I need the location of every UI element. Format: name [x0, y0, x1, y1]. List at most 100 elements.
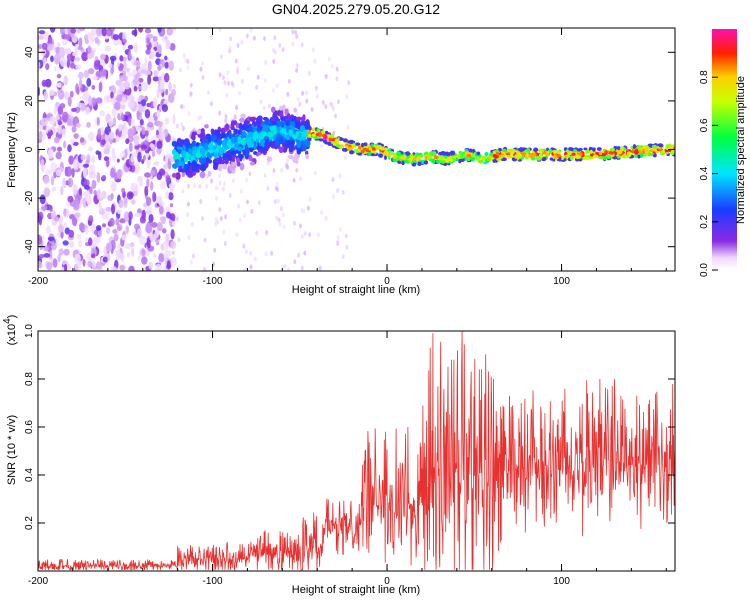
noise-blob [134, 42, 138, 54]
ridge-blob [451, 150, 455, 156]
signal-blob [300, 124, 306, 133]
colorbar-tick-label: 0.0 [699, 263, 710, 277]
noise-blob [347, 80, 351, 86]
ridge-blob [511, 157, 516, 161]
noise-blob [133, 162, 141, 174]
signal-blob [275, 136, 280, 143]
noise-blob [124, 243, 132, 250]
noise-blob [218, 207, 222, 213]
noise-blob [57, 124, 63, 135]
noise-blob [86, 195, 92, 207]
ridge-blob [524, 153, 530, 158]
ridge-blob [476, 151, 481, 156]
signal-blob [288, 129, 293, 135]
noise-blob [102, 256, 108, 263]
noise-blob [108, 217, 115, 227]
ridge-blob [492, 159, 496, 163]
noise-blob [127, 128, 135, 138]
noise-blob [131, 246, 135, 257]
ridge-blob [412, 157, 416, 161]
noise-blob [50, 162, 58, 173]
noise-blob [113, 233, 119, 242]
ridge-blob [670, 150, 675, 156]
noise-blob [318, 265, 322, 271]
signal-blob [171, 172, 177, 178]
signal-blob [230, 150, 236, 156]
signal-blob [276, 125, 281, 134]
ridge-blob [538, 148, 542, 153]
noise-blob [137, 151, 142, 163]
noise-blob [276, 198, 280, 204]
noise-blob [156, 222, 163, 232]
noise-blob [346, 124, 350, 130]
noise-blob [259, 99, 263, 105]
spectrogram-marks [38, 28, 675, 271]
signal-blob [203, 142, 209, 151]
noise-blob [43, 187, 51, 198]
noise-blob [272, 168, 276, 174]
noise-blob [125, 138, 130, 145]
noise-blob [282, 224, 286, 230]
noise-blob [87, 68, 95, 75]
noise-blob [192, 183, 196, 189]
noise-blob [181, 188, 185, 194]
noise-blob [215, 196, 219, 202]
ridge-blob [643, 153, 647, 157]
signal-blob [173, 153, 179, 160]
noise-blob [266, 185, 270, 191]
signal-blob [207, 170, 212, 177]
noise-blob [99, 68, 107, 77]
noise-blob [98, 193, 104, 199]
noise-blob [152, 191, 156, 203]
noise-blob [76, 233, 82, 240]
noise-blob [166, 211, 171, 219]
noise-blob [199, 114, 203, 120]
noise-blob [38, 138, 43, 143]
noise-blob [48, 89, 55, 96]
signal-blob [221, 139, 228, 147]
noise-blob [300, 265, 304, 271]
noise-blob [67, 96, 72, 107]
noise-blob [41, 235, 45, 240]
signal-blob [214, 162, 219, 169]
signal-blob [305, 153, 309, 160]
noise-blob [335, 76, 339, 82]
noise-blob [213, 247, 217, 253]
signal-blob [199, 156, 203, 164]
noise-blob [187, 110, 191, 116]
noise-blob [61, 111, 69, 122]
signal-blob [207, 136, 212, 143]
noise-blob [164, 117, 170, 125]
signal-blob [251, 116, 257, 121]
noise-blob [43, 245, 49, 252]
noise-blob [129, 242, 135, 248]
noise-blob [114, 101, 121, 111]
noise-blob [175, 123, 179, 129]
noise-blob [249, 250, 253, 256]
signal-blob [183, 163, 189, 169]
signal-blob [247, 140, 253, 148]
signal-blob [301, 144, 307, 151]
signal-blob [293, 107, 298, 113]
noise-blob [63, 208, 67, 217]
noise-blob [158, 168, 166, 176]
spectrogram-xtick-label: -200 [28, 276, 48, 287]
noise-blob [169, 203, 174, 208]
ridge-blob [588, 150, 594, 154]
ridge-blob [387, 148, 392, 152]
noise-blob [245, 177, 249, 183]
noise-blob [218, 28, 222, 33]
noise-blob [166, 260, 171, 269]
noise-blob [66, 59, 70, 69]
ridge-blob [470, 157, 475, 161]
ridge-blob [633, 153, 639, 158]
noise-blob [279, 206, 283, 212]
signal-blob [240, 113, 246, 119]
noise-blob [108, 62, 112, 69]
noise-blob [223, 240, 227, 246]
noise-blob [146, 37, 150, 45]
noise-blob [230, 80, 234, 86]
noise-blob [105, 159, 110, 168]
signal-blob [262, 124, 269, 132]
noise-blob [62, 240, 69, 246]
